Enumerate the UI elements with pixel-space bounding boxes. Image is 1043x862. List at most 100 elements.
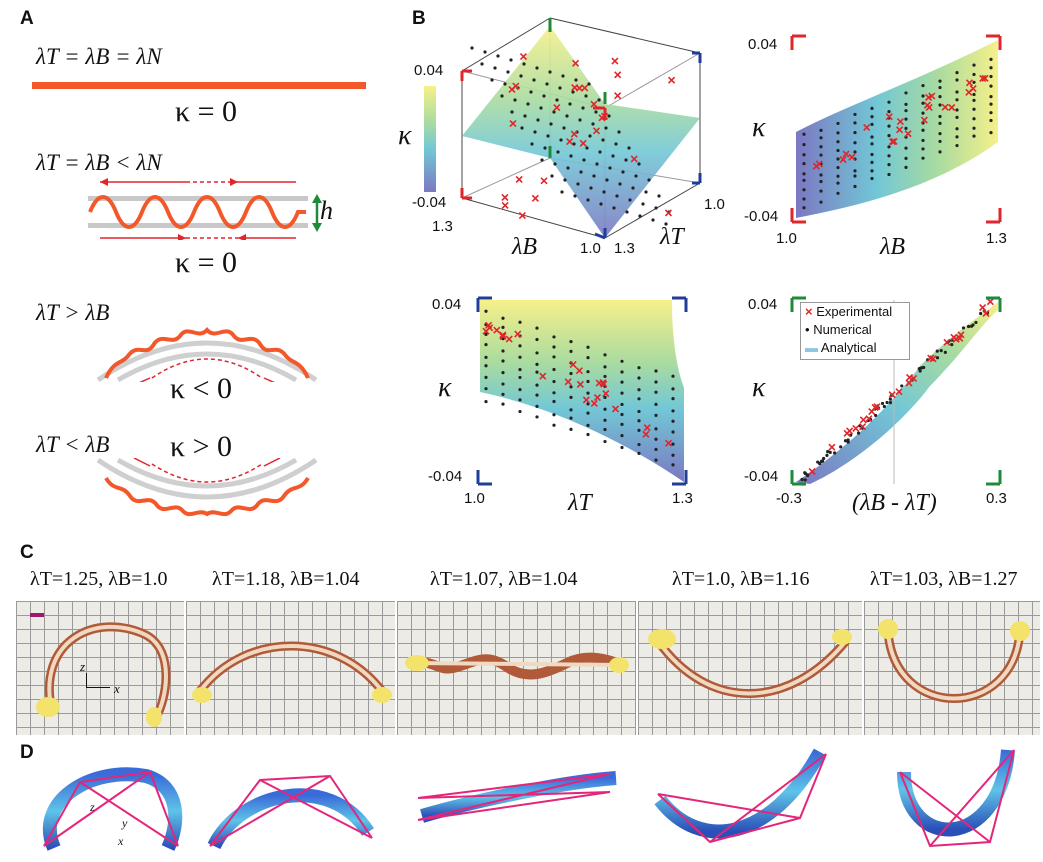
numerical-point [553,162,557,166]
numerical-point [586,391,590,395]
numerical-point [637,397,641,401]
experimental-point [592,127,601,135]
experimental-point [514,330,522,338]
numerical-point [989,102,993,106]
experimental-point [895,388,903,396]
numerical-point [552,367,556,372]
numerical-point [584,94,588,98]
numerical-point [501,402,505,406]
experimental-point [540,177,548,185]
numerical-point [802,172,806,176]
numerical-point [800,477,804,482]
numerical-point [671,409,675,413]
kappa-zero-1: κ = 0 [175,95,238,128]
experimental-point [890,137,898,146]
numerical-point [484,309,488,313]
numerical-point [552,335,556,339]
kappa-zero-2: κ = 0 [175,246,238,279]
numerical-point [552,399,556,404]
numerical-point [972,107,976,111]
numerical-point [989,111,993,115]
numerical-point [870,115,874,119]
numerical-point [900,384,904,388]
numerical-point [594,110,598,114]
numerical-point [552,423,556,427]
numerical-point [501,359,505,363]
numerical-point [870,106,874,110]
numerical-point [853,121,857,125]
numerical-point [671,419,675,423]
experimental-point [923,101,931,109]
numerical-point [535,326,539,330]
experimental-point [505,335,513,343]
numerical-point [802,161,806,166]
experimental-point [575,84,583,92]
numerical-point [573,194,577,198]
numerical-point [853,130,857,135]
numerical-point [637,409,641,414]
numerical-point [826,449,830,454]
numerical-point [921,156,925,160]
numerical-point [836,191,840,195]
diff-plot-xmin: -0.3 [776,490,802,507]
caption-4: λT=1.0, λB=1.16 [672,568,810,590]
numerical-point [836,157,840,161]
sim-shape-1 [42,767,183,851]
numerical-point [530,142,534,146]
numerical-point [887,124,891,128]
numerical-point [921,147,925,151]
photo-4 [638,601,864,735]
experimental-point [643,424,651,432]
experimental-point [512,82,520,90]
3d-lb-max: 1.3 [432,218,453,235]
numerical-point [654,413,658,417]
lt-plot-xlabel: λT [568,490,592,516]
numerical-point [599,202,603,206]
numerical-point [904,109,908,113]
experimental-point [642,430,650,438]
photo-3 [397,601,638,735]
numerical-point [856,431,861,435]
eq-buckled: λT = λB < λN [36,150,162,175]
numerical-point [513,98,517,102]
numerical-point [484,364,488,368]
numerical-point [825,453,829,457]
numerical-point [587,82,591,86]
numerical-point [562,126,566,130]
numerical-point [628,198,632,202]
numerical-point [888,397,892,401]
numerical-point [969,324,974,328]
numerical-point [846,438,850,442]
experimental-point [518,211,526,220]
numerical-point [938,139,942,144]
lb-plot-ymax: 0.04 [748,36,778,53]
diff-plot-xlabel: (λB - λT) [852,490,937,516]
numerical-point [614,142,618,146]
numerical-point [836,165,840,170]
numerical-point [634,174,638,178]
numerical-point [961,326,966,330]
buckled-strip-diagram [88,178,322,240]
experimental-point [575,367,583,375]
numerical-point [540,158,544,162]
numerical-point [592,174,596,178]
numerical-point [917,367,921,371]
numerical-point [603,427,607,432]
numerical-point [539,106,543,110]
numerical-point [651,218,655,222]
3d-kappa-label: κ [398,120,412,151]
numerical-point [588,134,592,138]
numerical-point [603,439,607,444]
numerical-point [563,178,567,182]
experimental-point [896,118,904,126]
numerical-point [836,140,840,144]
experimental-point [611,405,620,413]
3d-kappa-min: -0.04 [412,194,447,211]
numerical-point [545,82,549,86]
experimental-point [965,79,974,87]
numerical-point [611,154,615,158]
numerical-point [921,94,925,98]
numerical-point [493,66,497,70]
numerical-point [671,397,675,401]
legend-band-marker: ▬ [805,340,818,355]
